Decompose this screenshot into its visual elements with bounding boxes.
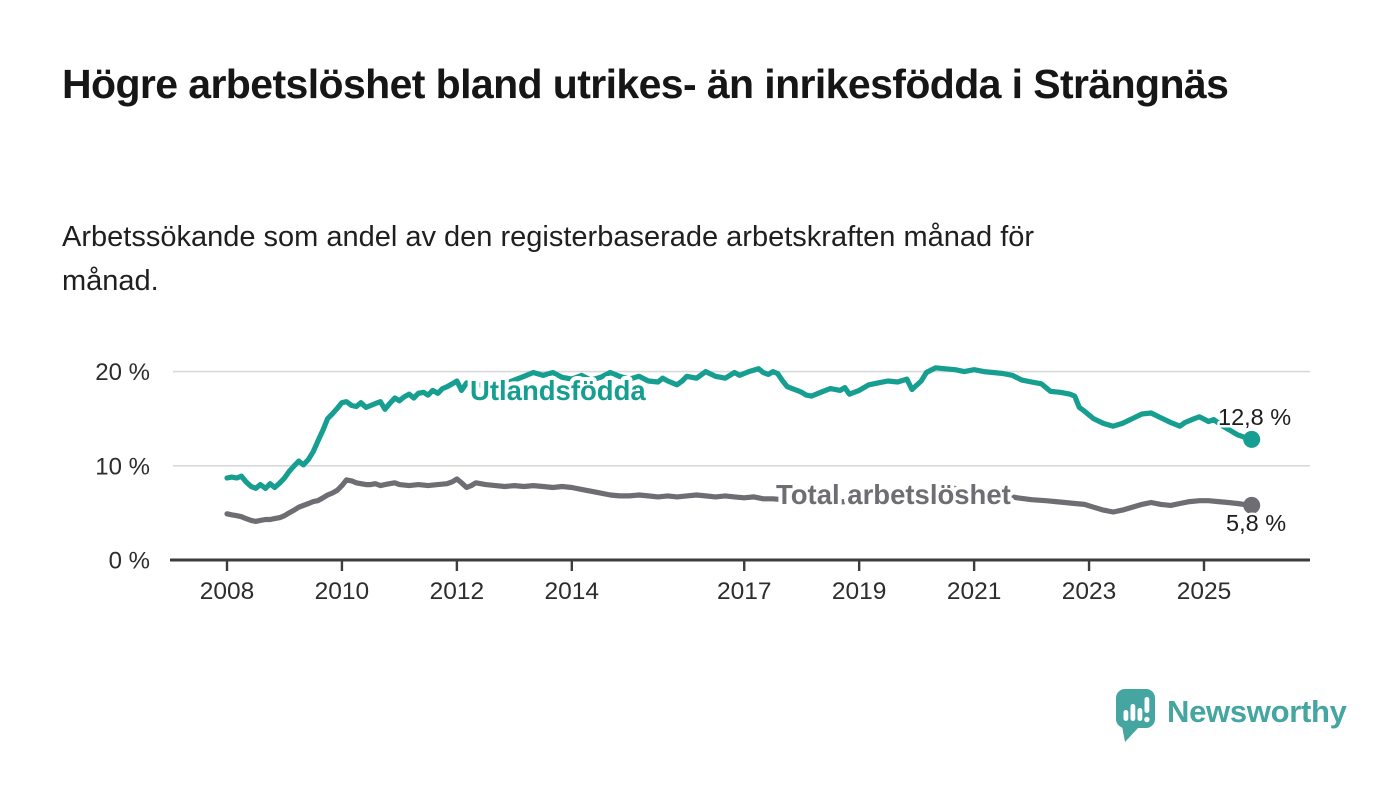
y-tick-label: 10 % [95, 453, 150, 480]
y-tick-label: 20 % [95, 359, 150, 386]
logo-exclamation-bar [1144, 697, 1150, 713]
series-label-utlandsfodda: Utlandsfödda [470, 375, 646, 406]
x-tick-label: 2023 [1062, 578, 1117, 605]
newsworthy-logo: Newsworthy [1116, 689, 1348, 742]
x-tick-label: 2014 [545, 578, 600, 605]
x-tick-label: 2021 [947, 578, 1002, 605]
y-tick-label: 0 % [109, 548, 150, 575]
x-tick-label: 2019 [832, 578, 887, 605]
series-end-dot-1 [1243, 496, 1261, 514]
logo-bar-1 [1123, 710, 1129, 721]
end-value-label-total: 5,8 % [1226, 510, 1286, 536]
x-tick-label: 2017 [717, 578, 772, 605]
logo-bar-2 [1130, 704, 1136, 721]
series-line-0 [224, 365, 1255, 491]
axis-layer: 2008 2010 2012 2014 2017 2019 2021 2023 2025 [170, 558, 1310, 605]
logo-bar-3 [1137, 708, 1143, 721]
grid-layer: 0 % 10 % 20 % [95, 359, 1310, 575]
x-tick-label: 2008 [200, 578, 255, 605]
end-value-label-utlandsfodda: 12,8 % [1218, 404, 1291, 430]
page-title: Högre arbetslöshet bland utrikes- än inr… [62, 61, 1229, 107]
x-tick-label: 2010 [315, 578, 370, 605]
logo-exclamation-dot [1144, 716, 1150, 723]
logo-bubble-tail [1122, 726, 1139, 742]
series-label-total-arbetsloshet: Total arbetslöshet [776, 479, 1011, 510]
series-line-1 [224, 476, 1255, 525]
x-tick-label: 2025 [1177, 578, 1232, 605]
chart-subtitle: Arbetssökande som andel av den registerb… [62, 221, 1035, 297]
x-tick-label: 2012 [430, 578, 485, 605]
brand-wordmark: Newsworthy [1167, 694, 1348, 729]
speech-bubble-bar-chart-icon [1116, 689, 1155, 742]
series-end-dot-0 [1243, 430, 1261, 448]
series-layer [224, 365, 1261, 525]
